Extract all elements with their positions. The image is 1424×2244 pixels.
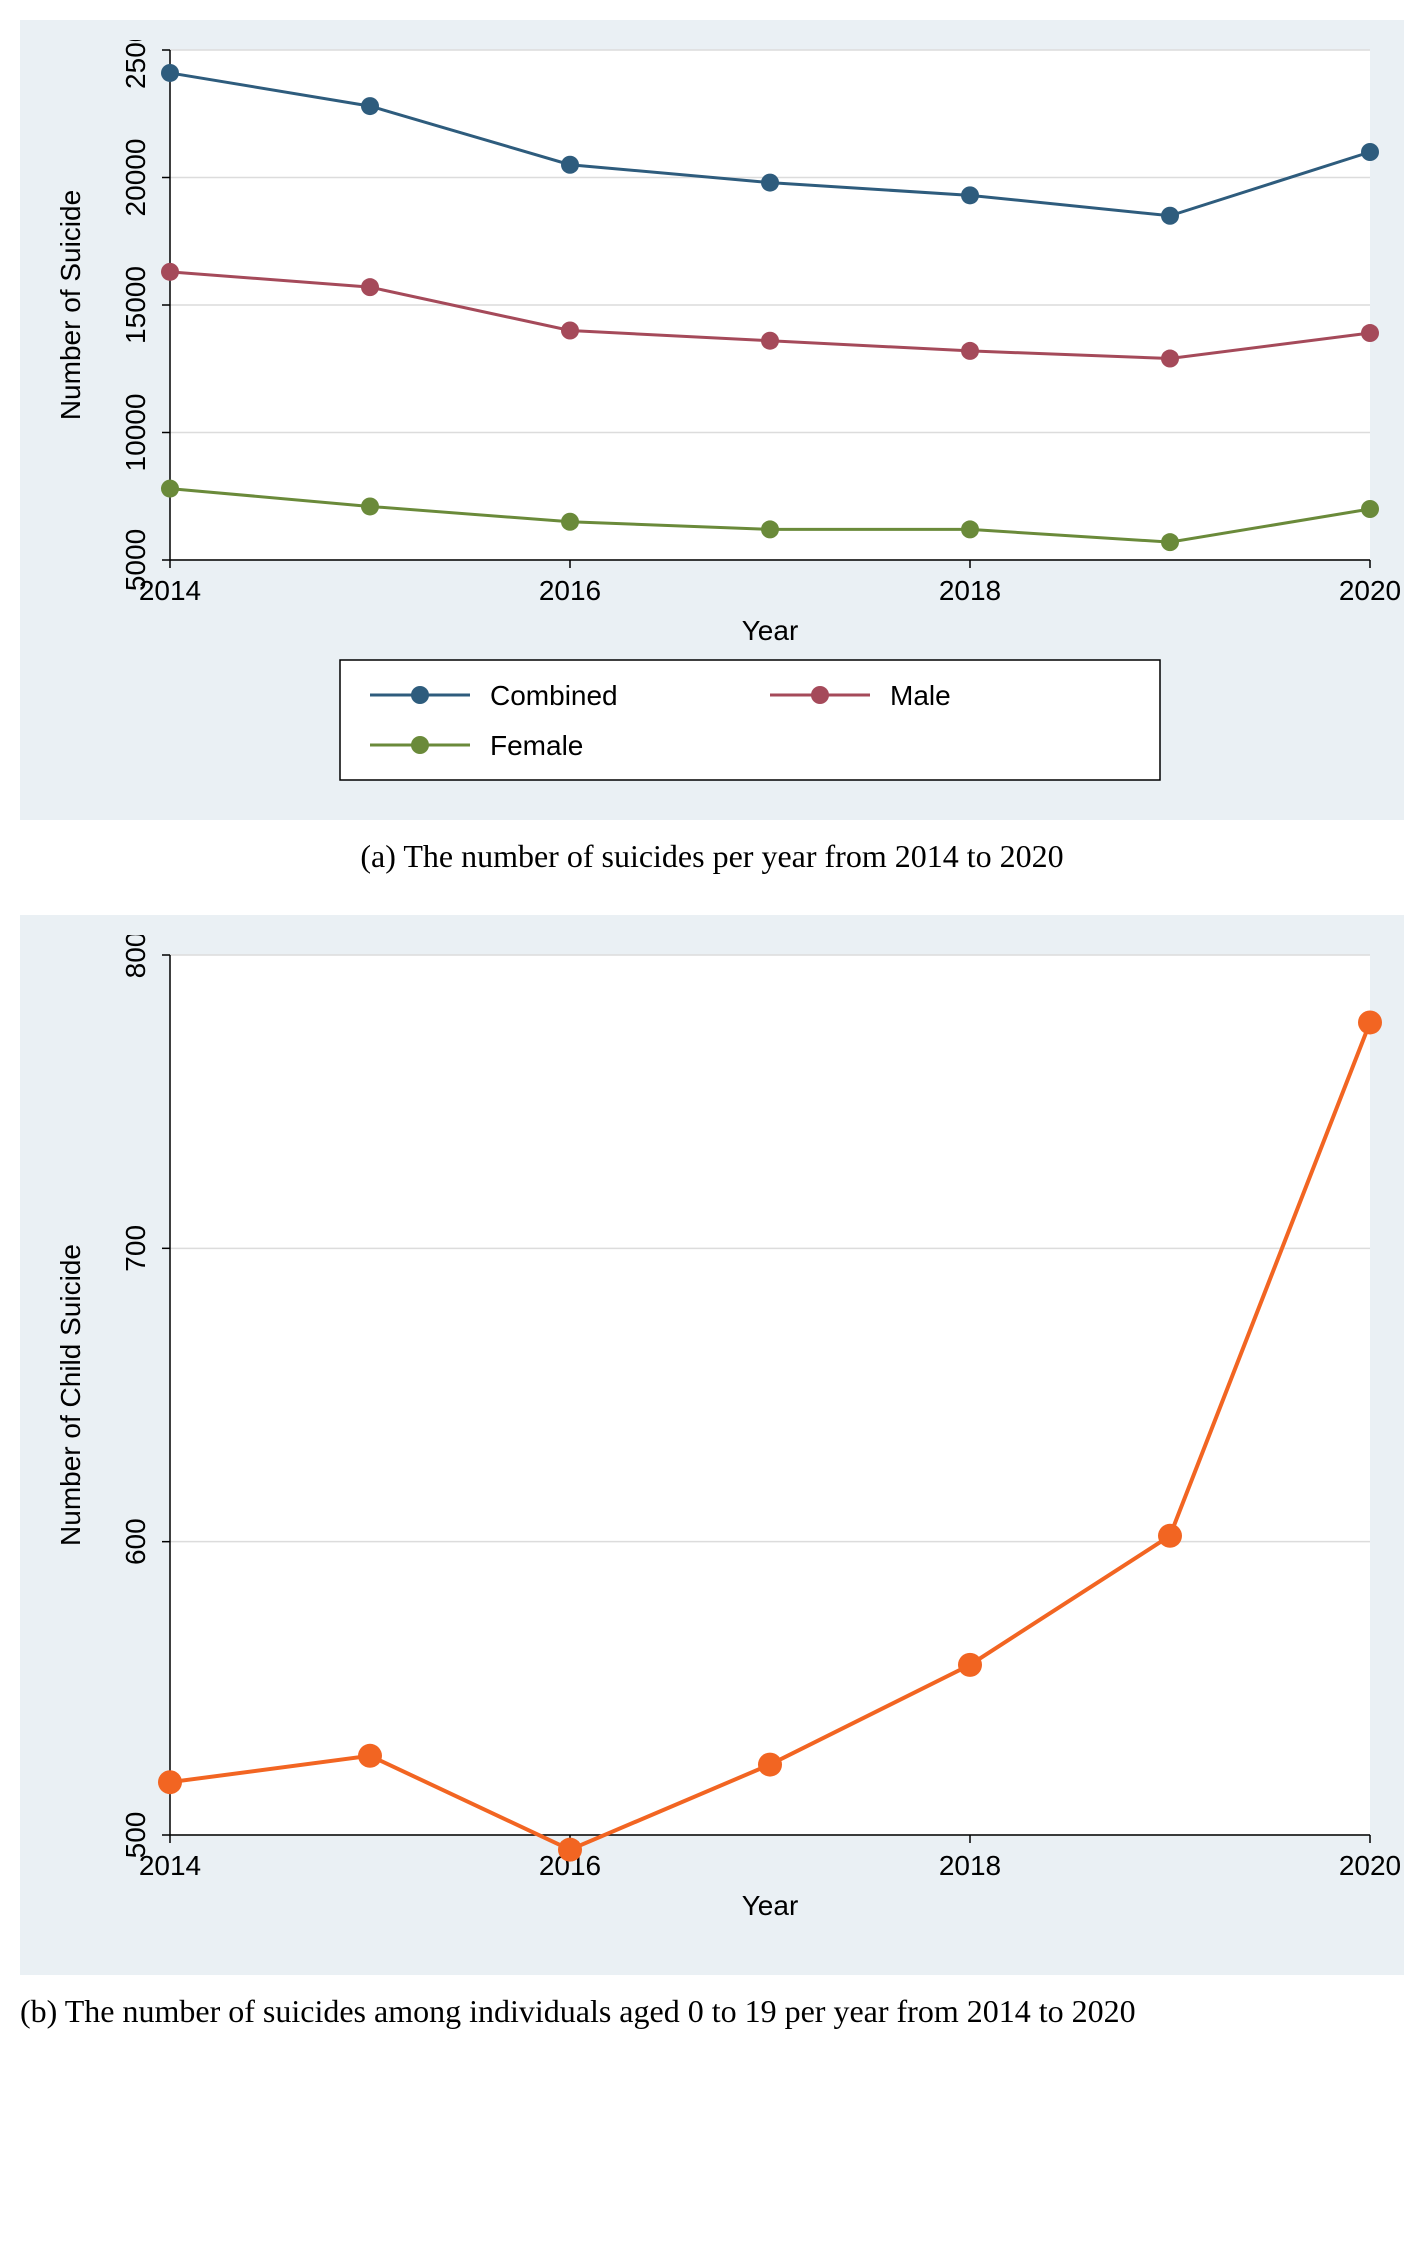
figure-a-xlabel: Year — [742, 615, 799, 646]
series-marker-male — [961, 342, 979, 360]
legend-marker — [411, 686, 429, 704]
figure-a-container: 2014201620182020500010000150002000025000… — [20, 20, 1404, 820]
figure-a-ylabel: Number of Suicide — [55, 190, 86, 420]
series-marker-combined — [361, 97, 379, 115]
figure-b-xlabel: Year — [742, 1890, 799, 1921]
figure-a-svg: 2014201620182020500010000150002000025000… — [40, 40, 1400, 800]
series-marker-child — [158, 1770, 182, 1794]
series-marker-child — [1358, 1010, 1382, 1034]
y-tick-label: 500 — [120, 1812, 151, 1859]
y-tick-label: 15000 — [120, 266, 151, 344]
series-marker-combined — [561, 156, 579, 174]
figure-a-caption: (a) The number of suicides per year from… — [20, 838, 1404, 875]
x-tick-label: 2020 — [1339, 1850, 1400, 1881]
legend-box — [340, 660, 1160, 780]
series-marker-male — [161, 263, 179, 281]
y-tick-label: 5000 — [120, 529, 151, 591]
series-marker-child — [758, 1753, 782, 1777]
figure-b-ylabel: Number of Child Suicide — [55, 1244, 86, 1546]
x-tick-label: 2018 — [939, 575, 1001, 606]
series-marker-combined — [1161, 207, 1179, 225]
series-marker-male — [361, 278, 379, 296]
series-marker-child — [958, 1653, 982, 1677]
series-marker-child — [1158, 1524, 1182, 1548]
series-marker-male — [1361, 324, 1379, 342]
figure-b-svg: 2014201620182020500600700800 Year Number… — [40, 935, 1400, 1955]
legend-marker — [411, 736, 429, 754]
series-marker-female — [561, 513, 579, 531]
series-marker-child — [358, 1744, 382, 1768]
series-marker-female — [161, 480, 179, 498]
legend-label: Combined — [490, 680, 618, 711]
y-tick-label: 700 — [120, 1225, 151, 1272]
legend-marker — [811, 686, 829, 704]
series-marker-female — [761, 520, 779, 538]
legend-label: Male — [890, 680, 951, 711]
x-tick-label: 2016 — [539, 575, 601, 606]
x-tick-label: 2020 — [1339, 575, 1400, 606]
x-tick-label: 2018 — [939, 1850, 1001, 1881]
series-marker-combined — [161, 64, 179, 82]
series-marker-female — [361, 497, 379, 515]
series-marker-combined — [961, 186, 979, 204]
series-marker-female — [961, 520, 979, 538]
y-tick-label: 25000 — [120, 40, 151, 89]
series-marker-female — [1361, 500, 1379, 518]
series-marker-male — [1161, 350, 1179, 368]
series-marker-male — [761, 332, 779, 350]
series-marker-male — [561, 322, 579, 340]
y-tick-label: 20000 — [120, 139, 151, 217]
y-tick-label: 600 — [120, 1518, 151, 1565]
figure-b-container: 2014201620182020500600700800 Year Number… — [20, 915, 1404, 1975]
series-marker-combined — [761, 174, 779, 192]
series-marker-female — [1161, 533, 1179, 551]
series-marker-child — [558, 1838, 582, 1862]
legend-label: Female — [490, 730, 583, 761]
figure-b-caption: (b) The number of suicides among individ… — [20, 1993, 1404, 2030]
series-marker-combined — [1361, 143, 1379, 161]
y-tick-label: 800 — [120, 935, 151, 978]
y-tick-label: 10000 — [120, 394, 151, 472]
plot-background — [170, 955, 1370, 1835]
